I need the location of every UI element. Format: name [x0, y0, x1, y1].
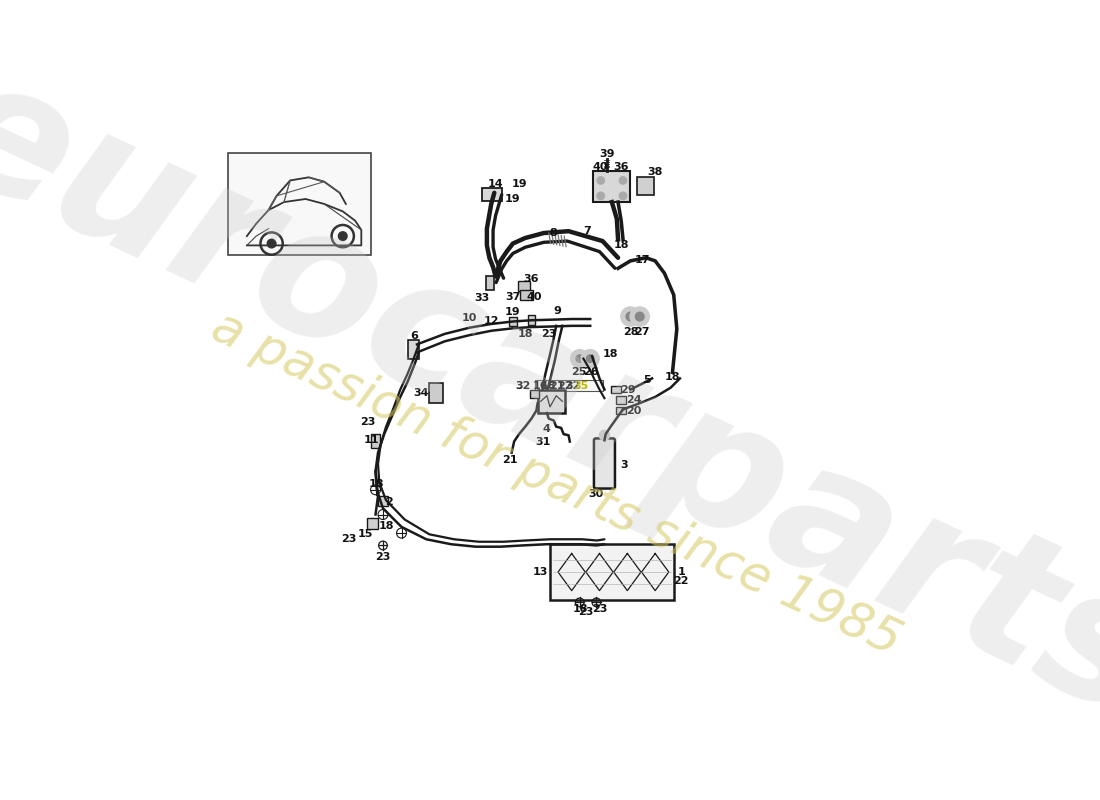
Circle shape [626, 312, 635, 321]
Circle shape [621, 307, 640, 326]
Bar [229, 153, 371, 254]
Text: 29: 29 [620, 385, 636, 394]
Text: 40: 40 [593, 162, 608, 172]
Bar [509, 317, 517, 326]
Text: 18: 18 [541, 381, 557, 391]
Text: 18: 18 [368, 478, 385, 489]
Bar [429, 383, 443, 403]
Bar [538, 390, 565, 413]
Bar [637, 178, 653, 194]
Text: 19: 19 [505, 194, 520, 204]
Text: 30: 30 [588, 489, 604, 499]
Text: 15: 15 [358, 530, 373, 539]
Text: 1: 1 [678, 567, 685, 577]
Text: 19: 19 [505, 306, 520, 317]
Circle shape [630, 307, 649, 326]
Circle shape [576, 355, 583, 362]
Circle shape [600, 430, 609, 440]
Text: eurocarparts: eurocarparts [0, 39, 1100, 754]
Text: 34: 34 [414, 388, 429, 398]
Text: 2: 2 [385, 497, 393, 507]
Text: 39: 39 [600, 150, 615, 159]
Text: 31: 31 [535, 437, 550, 446]
Text: 36: 36 [614, 162, 629, 172]
Bar [367, 518, 378, 530]
Text: 23: 23 [360, 417, 375, 426]
Circle shape [339, 232, 348, 241]
Text: 18: 18 [664, 372, 680, 382]
Circle shape [571, 350, 588, 367]
Bar [528, 315, 536, 326]
Text: 40: 40 [526, 292, 541, 302]
Text: 26: 26 [583, 367, 598, 378]
Circle shape [636, 312, 644, 321]
Text: 33: 33 [474, 293, 490, 303]
Text: 35: 35 [573, 381, 588, 391]
Text: 21: 21 [502, 455, 517, 465]
Text: 14: 14 [487, 179, 504, 189]
Text: 17: 17 [635, 254, 650, 265]
Text: 32: 32 [516, 381, 531, 391]
Text: 11: 11 [364, 435, 380, 446]
Text: a passion for parts since 1985: a passion for parts since 1985 [204, 302, 909, 665]
Circle shape [267, 239, 276, 248]
Bar [518, 281, 530, 290]
Text: 6: 6 [410, 331, 418, 342]
Text: 18: 18 [603, 349, 618, 358]
Text: 5: 5 [642, 374, 650, 385]
Text: 4: 4 [543, 424, 551, 434]
Text: 20: 20 [626, 406, 641, 415]
Bar [550, 544, 673, 600]
Text: 18: 18 [573, 603, 588, 614]
Text: 8: 8 [549, 228, 557, 238]
Circle shape [619, 192, 627, 200]
Text: 18: 18 [614, 240, 629, 250]
Text: 16: 16 [532, 381, 549, 391]
Text: 36: 36 [524, 274, 539, 285]
Bar [486, 276, 494, 290]
Text: 22: 22 [557, 381, 573, 391]
Bar [593, 171, 630, 202]
Bar [610, 386, 620, 394]
Text: 10: 10 [462, 313, 477, 322]
Text: 23: 23 [375, 551, 390, 562]
Text: 9: 9 [553, 306, 561, 316]
Bar [371, 434, 381, 448]
Circle shape [597, 192, 604, 200]
Text: 22: 22 [673, 576, 689, 586]
Circle shape [586, 355, 594, 362]
FancyBboxPatch shape [594, 438, 615, 489]
Circle shape [619, 177, 627, 184]
Bar [535, 380, 603, 391]
Text: 18: 18 [517, 329, 534, 339]
Text: 23: 23 [579, 607, 594, 618]
Bar [520, 290, 532, 300]
Text: 23: 23 [341, 534, 356, 544]
Text: 32: 32 [565, 381, 581, 391]
Text: 23: 23 [592, 603, 607, 614]
Text: 37: 37 [505, 292, 520, 302]
Bar [616, 396, 626, 404]
Text: 25: 25 [571, 367, 586, 378]
Bar [482, 189, 502, 201]
Text: 21: 21 [549, 381, 564, 391]
Text: 38: 38 [648, 167, 663, 178]
Text: 3: 3 [620, 460, 628, 470]
Bar [616, 407, 626, 414]
Text: 27: 27 [634, 327, 649, 337]
Circle shape [597, 177, 604, 184]
Text: 13: 13 [534, 567, 549, 577]
Text: 23: 23 [541, 329, 557, 339]
Text: 24: 24 [626, 395, 641, 405]
Text: 18: 18 [378, 521, 394, 530]
Text: 28: 28 [623, 327, 638, 337]
Text: 19: 19 [512, 179, 527, 189]
Text: 7: 7 [583, 226, 591, 236]
Circle shape [582, 350, 598, 367]
Bar [530, 390, 539, 398]
Bar [378, 496, 388, 506]
Bar [408, 340, 419, 358]
Text: 12: 12 [484, 317, 499, 326]
